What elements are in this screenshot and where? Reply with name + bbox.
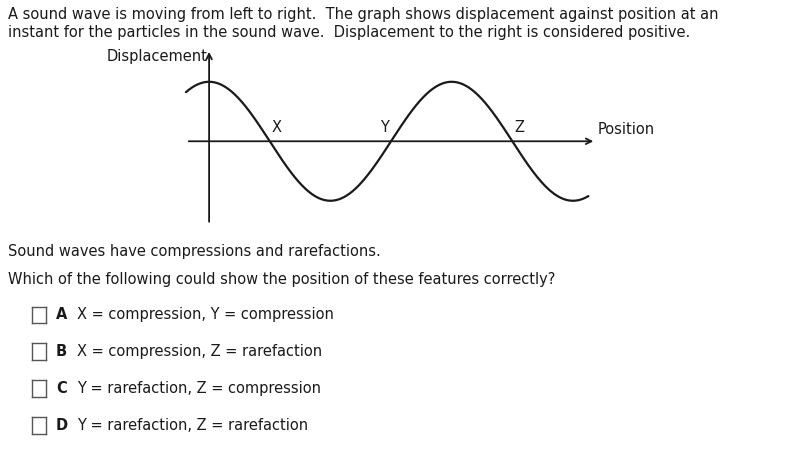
Text: Sound waves have compressions and rarefactions.: Sound waves have compressions and rarefa… (8, 244, 381, 260)
Text: D: D (56, 418, 68, 433)
Text: Which of the following could show the position of these features correctly?: Which of the following could show the po… (8, 272, 555, 287)
Text: A: A (56, 307, 67, 322)
Text: C: C (56, 381, 66, 396)
Text: A sound wave is moving from left to right.  The graph shows displacement against: A sound wave is moving from left to righ… (8, 7, 718, 22)
Text: Y = rarefaction, Z = rarefaction: Y = rarefaction, Z = rarefaction (77, 418, 308, 433)
Text: X: X (272, 120, 282, 136)
Text: Y = rarefaction, Z = compression: Y = rarefaction, Z = compression (77, 381, 321, 396)
Text: Position: Position (598, 122, 655, 136)
Text: B: B (56, 344, 67, 359)
Text: Y: Y (380, 120, 389, 136)
Text: Z: Z (514, 120, 524, 136)
Text: instant for the particles in the sound wave.  Displacement to the right is consi: instant for the particles in the sound w… (8, 25, 690, 41)
Text: Displacement: Displacement (106, 49, 207, 64)
Text: X = compression, Y = compression: X = compression, Y = compression (77, 307, 334, 322)
Text: X = compression, Z = rarefaction: X = compression, Z = rarefaction (77, 344, 322, 359)
